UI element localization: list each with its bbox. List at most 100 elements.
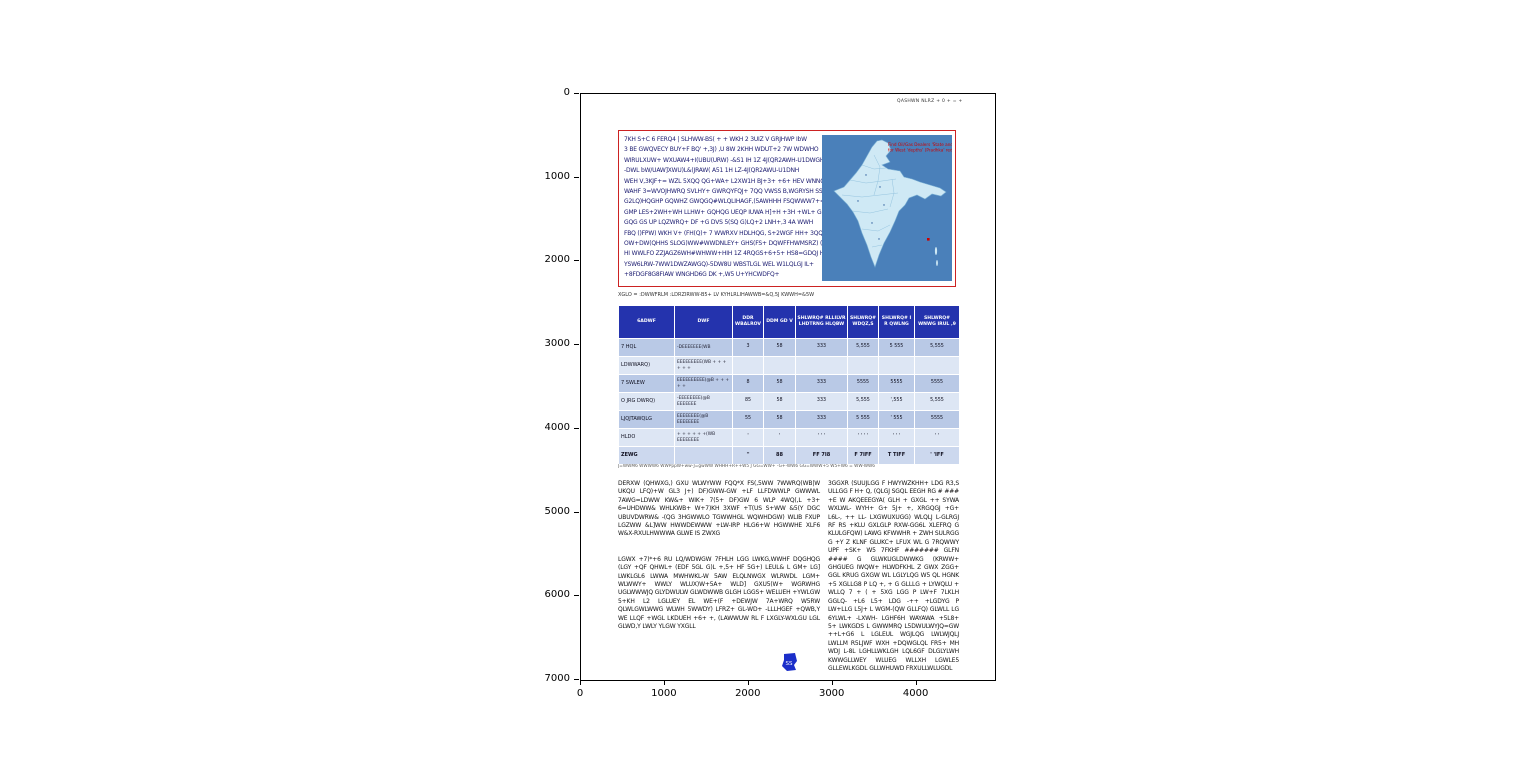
table-cell: 58 <box>763 338 796 357</box>
intro-line: GMP LES+2WH+WH LLHW+ GQHQG UEQP IUWA H]+… <box>624 208 822 216</box>
table-header-cell: SHLWRQ# RLLILVR LHDTRNG HLQBW <box>795 305 848 339</box>
table-cell: 58 <box>763 392 796 411</box>
table-header-cell: DDR WBALROV <box>732 305 764 339</box>
table-cell: 5555 <box>878 374 915 393</box>
y-tick-mark <box>574 344 579 346</box>
table-row: 7 HQL -DEEEEEEE(WB 3 58 333 5,555 5 555 5,555 <box>618 338 960 357</box>
y-tick-mark <box>574 260 579 262</box>
y-tick-label: 4000 <box>544 421 570 433</box>
box-caption: XGLO = :DWWFRLM :LDRZIRWW-B5+ LV KYHLRLI… <box>618 292 815 298</box>
intro-line: YSW6LRW-7WW1DWZAWGQ)-5DW8U WBSTLGL WEL W… <box>624 260 814 268</box>
table-cell: 333 <box>795 410 848 429</box>
logo-shape <box>782 653 797 671</box>
body-right-column: 3GGXR (SUUJLGG F HWYWZKHH+ LDG R3,S ULLG… <box>828 480 959 673</box>
table-cell: ' 555 <box>878 410 915 429</box>
table-cell: EEEEEEEEEE(@B + + + + + <box>674 374 733 393</box>
table-cell: 88 <box>763 446 796 465</box>
map-label-line2: for West 'depths' (Pradhka' red) <box>888 148 952 153</box>
table-cell: EEEEEEEEE(WB + + + + + + <box>674 356 733 375</box>
y-tick-mark <box>574 678 579 680</box>
x-tick-label: 1000 <box>651 688 677 699</box>
x-tick-label: 0 <box>576 688 584 699</box>
table-row: O JRG DWRQ) -EEEEEEEE(@B EEEEEEE 85 58 333 5,… <box>618 392 960 411</box>
table-cell: 5555 <box>914 374 960 393</box>
data-table: 6ADWF DWF DDR WBALROV DDM GD V SHLWRQ# RLLIL… <box>618 305 960 465</box>
y-tick-label: 3000 <box>544 338 570 350</box>
table-cell: 5555 <box>914 410 960 429</box>
table-cell <box>878 356 915 375</box>
table-cell: 7 HQL <box>618 338 675 357</box>
intro-line: WEH V,3KJF+= WZL 5XQQ QG+WA+ L2XW1H BJ+3… <box>624 177 822 185</box>
intro-line: WAHF 3=WVOJHWRQ SVLHY+ GWRQYFQJ+ 7QQ VWS… <box>624 188 822 196</box>
table-cell: 7 SWLEW <box>618 374 675 393</box>
intro-line: FBQ ()FPW) WKH V+ (FH(Q)+ 7 WWRXV HDLHQG… <box>624 229 822 237</box>
table-cell: 8 <box>732 374 764 393</box>
table-cell: ' <box>763 428 796 447</box>
y-tick-mark <box>574 176 579 178</box>
table-cell: 58 <box>763 374 796 393</box>
table-cell: HLDO <box>618 428 675 447</box>
page-header-right: QASHWN NLRZ + 0 + = + <box>897 99 963 104</box>
x-tick-label: 4000 <box>902 688 929 699</box>
map-marker <box>927 238 930 241</box>
state-boundaries <box>841 154 899 248</box>
table-cell: 58 <box>763 410 796 429</box>
intro-line: GQG GS UP LQZWRQ+ DF +G DVS 5(SQ G)LQ+2 … <box>624 219 814 227</box>
body-paragraph: LGWX +7)*+6 RU LQ/WDWGW 7FHLH LGG LWKG,W… <box>618 555 820 631</box>
table-cell: 333 <box>795 338 848 357</box>
table-total-row: ZEWG '' 88 FF 7I8 F 7IFF T TIFF ' 'IFF <box>618 446 960 465</box>
intro-line: 3 BE GWQVECY BUY+F BQ' +,3J) ,U 8W 2KHH … <box>624 146 819 154</box>
intro-line: -DWL bW/UAW]XWU)L&(JRAW( A51 1H LZ-4J(QR… <box>624 167 800 175</box>
table-cell <box>732 356 764 375</box>
table-header-cell: 6ADWF <box>618 305 675 339</box>
table-cell: LJQJTAWQLG <box>618 410 675 429</box>
table-cell: 5 555 <box>878 338 915 357</box>
city-dots <box>857 174 885 240</box>
table-cell: EEEEEEEE(@B EEEEEEEE <box>674 410 733 429</box>
x-tick-mark <box>831 680 833 685</box>
y-tick-label: 6000 <box>544 589 570 601</box>
table-cell <box>914 356 960 375</box>
intro-box: 7KH S+C 6 FERQ4 | SLHWW-BS( + + WKH 2 3U… <box>618 130 956 287</box>
table-header-cell: SHLWRQ# I R QWLNG <box>878 305 915 339</box>
table-header-cell: DDM GD V <box>763 305 796 339</box>
table-row: LJQJTAWQLG EEEEEEEE(@B EEEEEEEE 55 58 333 5 5… <box>618 410 960 429</box>
intro-line: 7KH S+C 6 FERQ4 | SLHWW-BS( + + WKH 2 3U… <box>624 136 807 143</box>
table-row: HLDO + + + + + +(WB EEEEEEEE ' ' ' ' ' ' ' ' … <box>618 428 960 447</box>
table-cell: O JRG DWRQ) <box>618 392 675 411</box>
table-cell: 5 555 <box>847 410 879 429</box>
table-cell: T TIFF <box>878 446 915 465</box>
y-tick-label: 0 <box>563 87 570 98</box>
intro-line: HI WWLFO ZZJAGZ6WH#WHWW+HIH 1Z 4RQGS+6+5… <box>624 250 822 258</box>
y-tick-label: 1000 <box>544 170 570 182</box>
table-cell: ' <box>732 428 764 447</box>
table-cell: '' <box>732 446 764 465</box>
table-cell: 333 <box>795 374 848 393</box>
intro-line: WIRULXUW+ WXUAW4+I(UBU(URW) -&S1 IH 1Z 4… <box>624 156 822 164</box>
table-cell: 5,555 <box>914 392 960 411</box>
x-tick-mark <box>663 680 665 685</box>
y-tick-label: 5000 <box>544 505 570 517</box>
table-cell: 5,555 <box>847 392 879 411</box>
table-cell: ' 'IFF <box>914 446 960 465</box>
table-cell: 5,555 <box>914 338 960 357</box>
intro-line: +8FDGF8G8FIAW WNGHD6G DK +,W5 U+YHCWDFQ+ <box>624 271 780 279</box>
table-cell: 333 <box>795 392 848 411</box>
table-cell: 85 <box>732 392 764 411</box>
table-cell: 3 <box>732 338 764 357</box>
x-tick-label: 3000 <box>818 688 845 699</box>
map-label-line1: Find Oil/Gas Dealers 'State and <box>888 142 952 147</box>
table-cell: ' ' ' <box>878 428 915 447</box>
y-tick-label: 7000 <box>544 672 570 684</box>
table-header-cell: SHLWRQ# WDQZ,S <box>847 305 879 339</box>
table-cell: LDWWARQ) <box>618 356 675 375</box>
table-header-cell: DWF <box>674 305 733 339</box>
y-tick-mark <box>574 93 579 94</box>
x-tick-label: 2000 <box>735 688 761 699</box>
table-cell: ' ' ' ' <box>847 428 879 447</box>
table-header-row: 6ADWF DWF DDR WBALROV DDM GD V SHLWRQ# RLLIL… <box>618 305 960 339</box>
table-cell: FF 7I8 <box>795 446 848 465</box>
y-tick-label: 2000 <box>544 254 570 266</box>
table-cell: ' ' ' <box>795 428 848 447</box>
